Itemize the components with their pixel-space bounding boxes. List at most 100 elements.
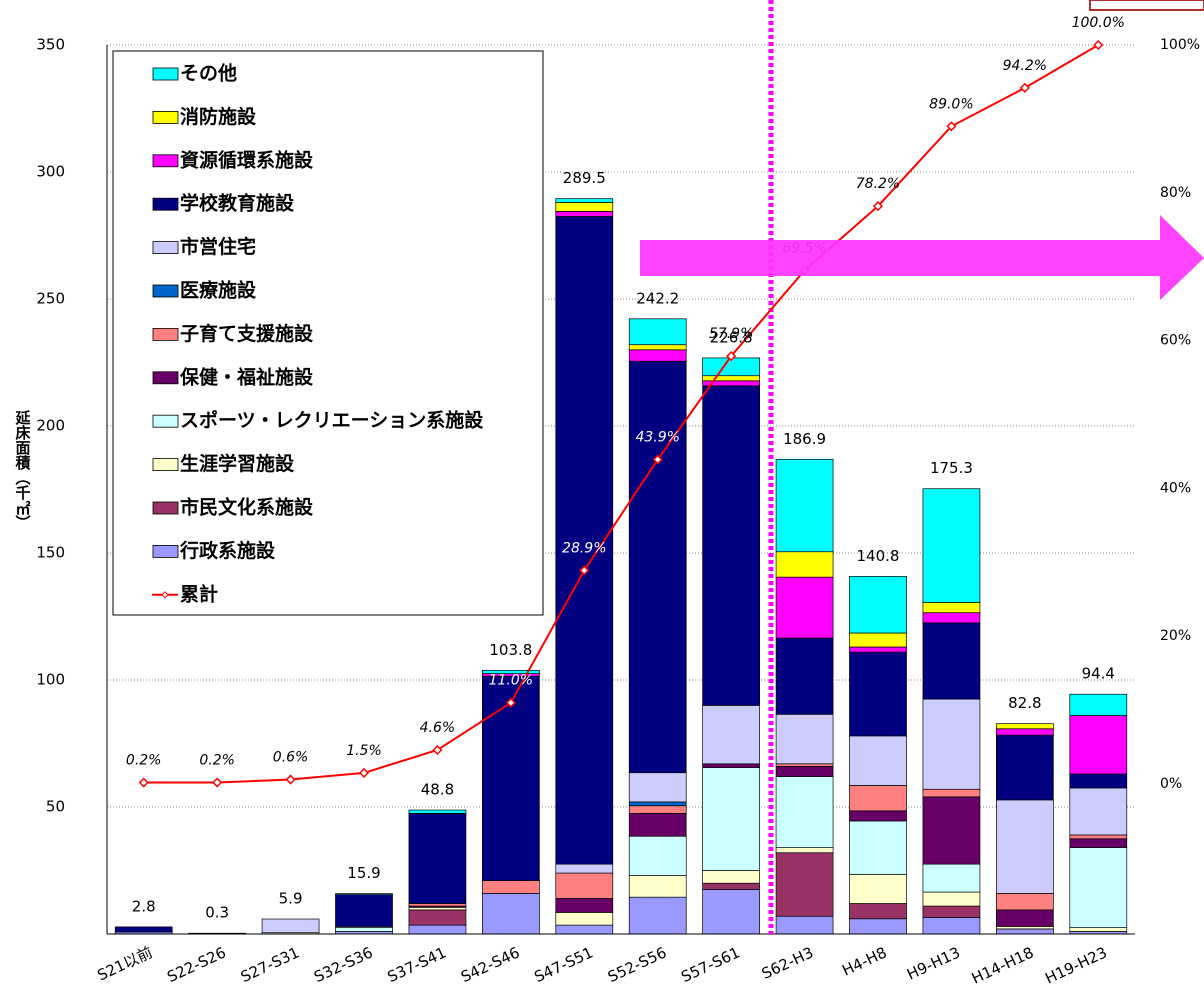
bar-segment xyxy=(996,799,1054,894)
bar-segment xyxy=(555,912,614,926)
legend-swatch xyxy=(152,458,179,472)
x-tick-label: S57-S61 xyxy=(678,943,742,986)
x-tick-label: S22-S26 xyxy=(164,943,228,986)
bar-segment xyxy=(775,776,834,848)
arrow xyxy=(640,215,1204,300)
x-tick-label: S47-S51 xyxy=(531,943,595,986)
bar-segment xyxy=(335,927,393,932)
bar-segment xyxy=(775,763,834,767)
y2-tick-label: 40% xyxy=(1160,480,1191,496)
bar-segment xyxy=(922,622,981,700)
bar-segment xyxy=(922,788,981,798)
bar-segment xyxy=(996,723,1054,730)
legend-swatch xyxy=(152,67,179,81)
bar-segment xyxy=(1069,834,1128,840)
bar-segment xyxy=(849,785,907,812)
bar-segment xyxy=(922,488,981,603)
legend: その他消防施設資源循環系施設学校教育施設市営住宅医療施設子育て支援施設保健・福祉… xyxy=(112,50,544,616)
legend-label: 消防施設 xyxy=(180,105,257,128)
bar-segment xyxy=(261,918,320,934)
total-label: 82.8 xyxy=(1008,694,1041,712)
line-marker xyxy=(946,121,957,132)
line-value-label: 0.2% xyxy=(126,753,162,769)
line-marker xyxy=(872,201,884,212)
line-value-label: 0.6% xyxy=(273,750,309,766)
legend-swatch xyxy=(152,501,179,515)
bar-segment xyxy=(775,576,834,639)
bar-segment xyxy=(849,651,907,737)
bar-segment xyxy=(849,918,907,935)
bar-segment xyxy=(996,893,1054,911)
bar-segment xyxy=(628,349,687,362)
bar-segment xyxy=(775,458,834,553)
line-value-label: 100.0% xyxy=(1072,15,1125,31)
bar-segment xyxy=(408,809,467,814)
legend-label: その他 xyxy=(180,62,237,85)
total-label: 48.8 xyxy=(421,781,454,799)
y-tick-label: 250 xyxy=(36,290,65,308)
bar-segment xyxy=(555,202,614,212)
x-tick-label: S21以前 xyxy=(95,943,156,984)
total-label: 94.4 xyxy=(1082,665,1115,683)
x-tick-label: S32-S36 xyxy=(311,943,375,986)
bar-segment xyxy=(996,728,1054,736)
y-tick-label: 150 xyxy=(36,544,65,562)
bar-segment xyxy=(1069,927,1128,932)
bar-segment xyxy=(702,375,760,382)
bar-segment xyxy=(335,893,393,895)
bar-segment xyxy=(408,906,467,911)
legend-label: 生涯学習施設 xyxy=(180,452,295,475)
bar-segment xyxy=(628,801,687,807)
bar-segment xyxy=(775,713,834,765)
legend-label: 市営住宅 xyxy=(180,235,256,258)
bar-segment xyxy=(1069,847,1128,929)
bar-segment xyxy=(996,928,1054,935)
bar-segment xyxy=(849,820,907,875)
legend-label: 保健・福祉施設 xyxy=(179,365,314,388)
legend-label: 資源循環系施設 xyxy=(180,148,314,171)
bar-segment xyxy=(922,612,981,624)
bar-segment xyxy=(482,880,540,894)
line-marker xyxy=(358,767,370,778)
bar-segment xyxy=(922,602,981,614)
legend-label: 累計 xyxy=(180,582,218,605)
bar-segment xyxy=(555,863,614,874)
bar-segment xyxy=(849,735,907,786)
bar-segment xyxy=(628,805,687,814)
y2-tick-label: 100% xyxy=(1160,37,1200,53)
bar-segment xyxy=(849,646,907,653)
legend-swatch xyxy=(152,154,179,168)
bar-segment xyxy=(996,926,1054,930)
cumulative: 0.2% 0.2% 0.6% 1.5% 4.6% 11.0% 28.9% 43.9% 57.9%… xyxy=(126,15,1125,788)
total-label: 5.9 xyxy=(279,890,303,908)
bar-segment xyxy=(702,763,760,768)
bar-segment xyxy=(1069,773,1128,789)
legend-label: 子育て支援施設 xyxy=(180,322,314,345)
bar-segment xyxy=(1069,693,1128,716)
bar-segment xyxy=(482,675,540,882)
bar-segment xyxy=(555,872,614,899)
bar-segment xyxy=(628,318,687,346)
bar-segment xyxy=(775,637,834,715)
bar-segment xyxy=(482,669,540,675)
bar-segment xyxy=(922,917,981,935)
line-value-label: 1.5% xyxy=(346,743,382,759)
y-tick-label: 50 xyxy=(46,798,65,816)
line-marker xyxy=(432,744,443,756)
bar-segment xyxy=(628,344,687,351)
line-marker xyxy=(726,351,737,362)
total-label: 175.3 xyxy=(930,459,973,477)
x-tick-label: S42-S46 xyxy=(458,943,522,986)
line-value-label: 57.9% xyxy=(709,326,753,342)
bar-segment xyxy=(775,766,834,777)
bar-segment xyxy=(408,903,467,907)
total-label: 186.9 xyxy=(783,430,826,448)
line-value-label: 28.9% xyxy=(562,540,606,556)
line-marker xyxy=(1093,39,1104,51)
legend-swatch xyxy=(152,197,179,211)
line-value-label: 94.2% xyxy=(1003,58,1047,74)
bar-segment xyxy=(628,772,687,803)
bar-segment xyxy=(849,903,907,920)
legend-label: 行政系施設 xyxy=(179,539,276,562)
bar-segment xyxy=(114,926,173,933)
